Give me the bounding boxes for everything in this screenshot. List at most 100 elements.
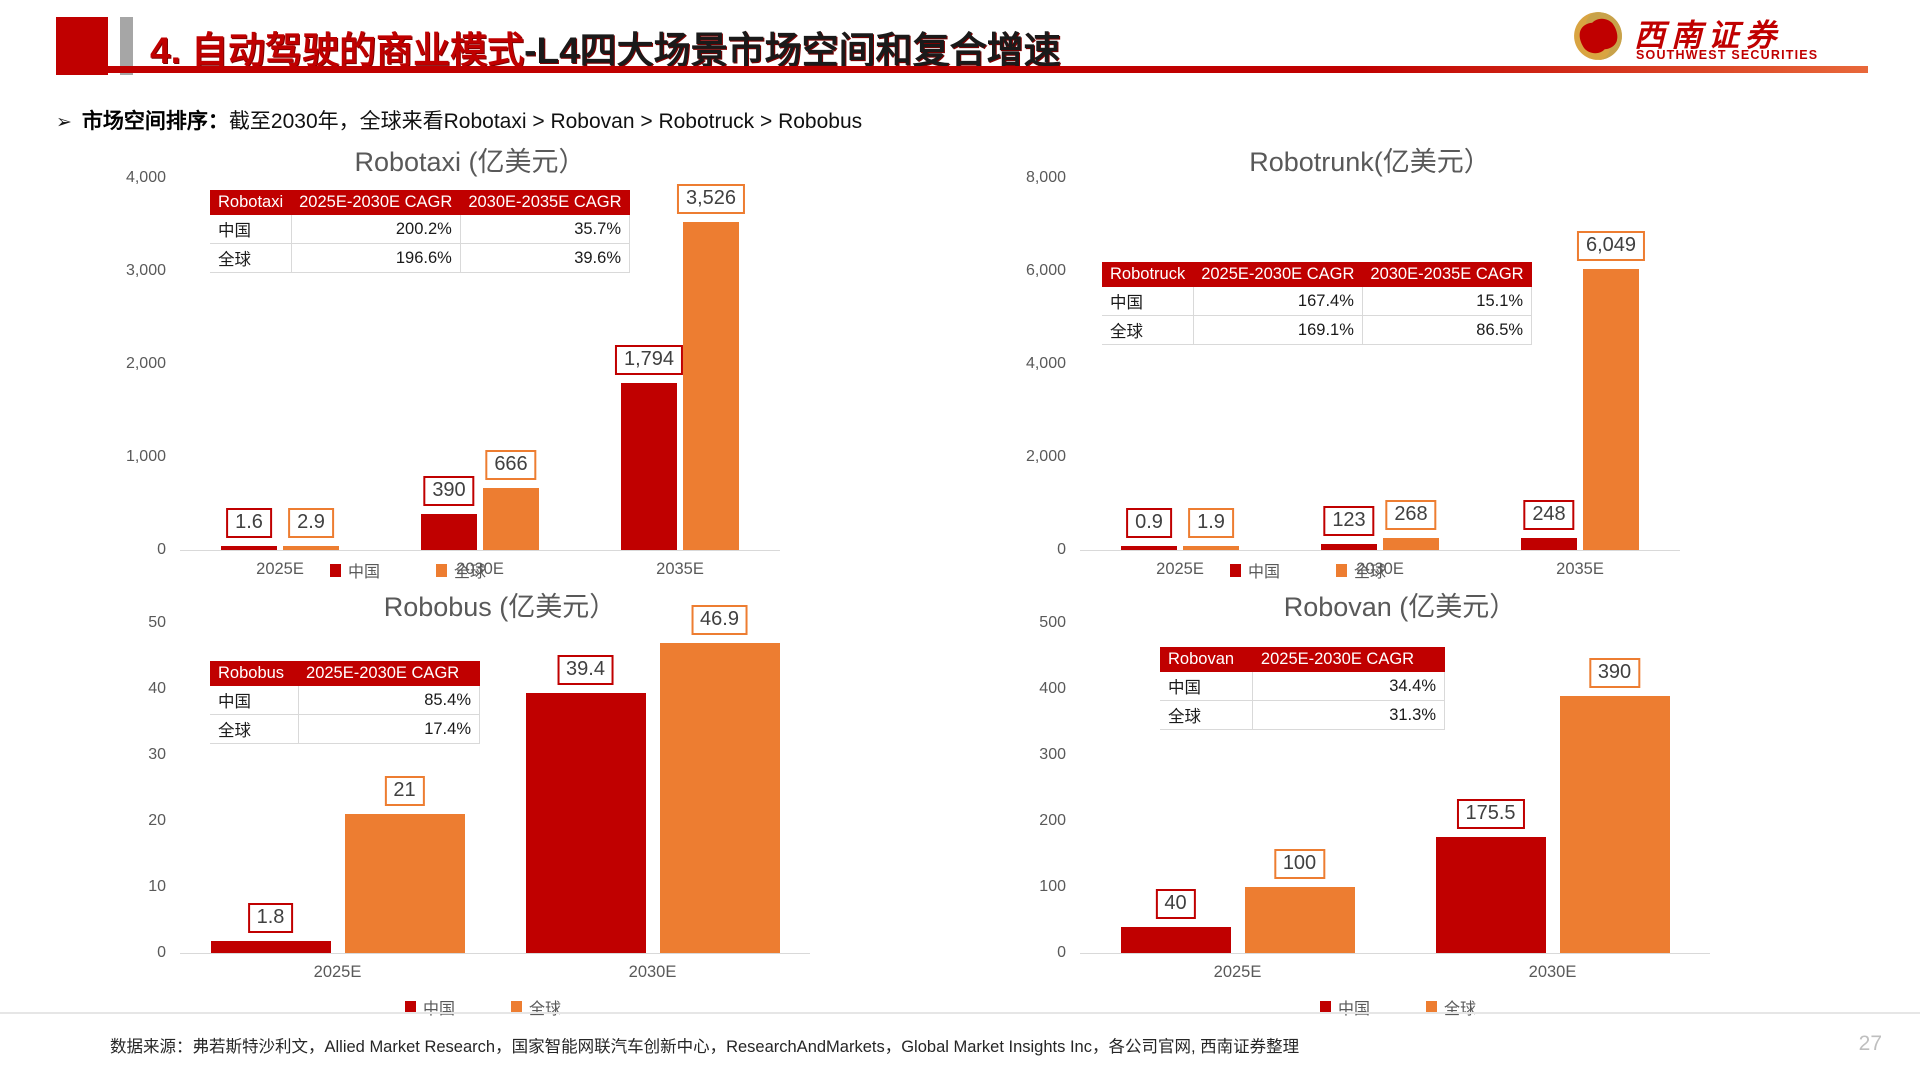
legend-item-china[interactable]: 中国 bbox=[1230, 558, 1280, 582]
legend-label: 全球 bbox=[454, 564, 487, 581]
bar-value-label: 3,526 bbox=[676, 184, 746, 215]
bar-global bbox=[659, 643, 780, 953]
footer-divider bbox=[0, 1012, 1920, 1014]
legend-label: 中国 bbox=[1338, 1001, 1371, 1018]
cagr-value-cell: 31.3% bbox=[1252, 700, 1445, 730]
legend-label: 中国 bbox=[348, 564, 381, 581]
page-number: 27 bbox=[1858, 1032, 1882, 1055]
cagr-table-header-cell: 2025E-2030E CAGR bbox=[291, 190, 461, 215]
y-axis-tick-label: 400 bbox=[1039, 680, 1066, 697]
x-axis-line bbox=[180, 550, 780, 551]
cagr-value-cell: 17.4% bbox=[297, 714, 481, 744]
cagr-table-row: 全球 169.1% 86.5% bbox=[1102, 315, 1533, 345]
cagr-row-label: 中国 bbox=[210, 215, 292, 244]
y-axis-tick-label: 0 bbox=[1057, 944, 1066, 961]
y-axis-tick-label: 40 bbox=[148, 680, 166, 697]
cagr-table-header-row: Robovan 2025E-2030E CAGR bbox=[1160, 647, 1445, 672]
bar-global bbox=[683, 222, 739, 550]
bullet-label: 市场空间排序： bbox=[81, 110, 229, 133]
page-title-main: 4. 自动驾驶的商业模式 bbox=[150, 30, 525, 71]
x-axis-line bbox=[1080, 953, 1710, 954]
chart-robotaxi-legend: 中国 全球 bbox=[330, 558, 486, 582]
southwest-securities-mark-icon bbox=[1574, 12, 1622, 60]
x-axis-line bbox=[1080, 550, 1680, 551]
cagr-row-label: 全球 bbox=[1102, 315, 1194, 345]
legend-item-china[interactable]: 中国 bbox=[330, 558, 380, 582]
x-axis-line bbox=[180, 953, 810, 954]
chart-robotrunk-legend: 中国 全球 bbox=[1230, 558, 1386, 582]
chart-robovan-plot: 0 100 200 300 400 500 40 100 2025E 175.5 390 2030E bbox=[1039, 614, 1710, 981]
cagr-table-header-cell: 2025E-2030E CAGR bbox=[1252, 647, 1445, 672]
bar-china bbox=[1321, 544, 1377, 550]
legend-item-global[interactable]: 全球 bbox=[436, 558, 486, 582]
y-axis-tick-label: 8,000 bbox=[1025, 169, 1066, 186]
legend-item-global[interactable]: 全球 bbox=[511, 995, 561, 1019]
x-axis-category-label: 2030E bbox=[1528, 963, 1577, 981]
cagr-value-cell: 39.6% bbox=[459, 243, 631, 273]
cagr-value-cell: 200.2% bbox=[290, 215, 461, 244]
chart-robobus: Robobus (亿美元） 0 10 20 30 40 50 1.8 21 2025E 39.4 4… bbox=[100, 585, 900, 1018]
chart-robotrunk-plot: 0 2,000 4,000 6,000 8,000 0.9 1.9 2025E 123 268 20… bbox=[1026, 169, 1680, 578]
chart-robotaxi-cagr-table: Robotaxi 2025E-2030E CAGR 2030E-2035E CAGR… bbox=[210, 190, 631, 273]
cagr-table-row: 中国 200.2% 35.7% bbox=[210, 215, 631, 244]
bar-global bbox=[283, 546, 339, 550]
y-axis-tick-label: 10 bbox=[148, 878, 166, 895]
bar-china bbox=[621, 383, 677, 550]
chart-robovan-legend: 中国 全球 bbox=[1320, 995, 1476, 1019]
y-axis-tick-label: 2,000 bbox=[1025, 448, 1066, 465]
bar-china bbox=[210, 941, 331, 953]
cagr-table-row: 全球 17.4% bbox=[210, 714, 481, 744]
cagr-table-header-cell: Robotruck bbox=[1102, 262, 1194, 287]
bar-china bbox=[525, 692, 646, 953]
chart-robotrunk: Robotrunk(亿美元） 0 2,000 4,000 6,000 8,000 0.9 1… bbox=[1000, 140, 1740, 581]
legend-swatch-icon bbox=[405, 1000, 416, 1014]
y-axis-tick-label: 1,000 bbox=[125, 448, 166, 465]
legend-item-global[interactable]: 全球 bbox=[1426, 995, 1476, 1019]
page-title-sub: -L4四大场景市场空间和复合增速 bbox=[524, 30, 1061, 71]
bar-china bbox=[1521, 538, 1577, 550]
y-axis-tick-label: 20 bbox=[148, 812, 166, 829]
legend-swatch-icon bbox=[1230, 563, 1241, 577]
bar-china bbox=[221, 546, 277, 550]
x-axis-category-label: 2025E bbox=[1213, 963, 1262, 981]
chart-robobus-legend: 中国 全球 bbox=[405, 995, 561, 1019]
cagr-table-header-cell: 2030E-2035E CAGR bbox=[1362, 262, 1532, 287]
bar-value-label: 1,794 bbox=[614, 345, 684, 376]
bar-global bbox=[344, 814, 465, 953]
chart-robovan: Robovan (亿美元） 0 100 200 300 400 500 40 100 2025E… bbox=[1000, 585, 1800, 1018]
cagr-row-label: 中国 bbox=[1102, 287, 1194, 316]
subtitle-bullet: ➢ 市场空间排序： 截至2030年，全球来看Robotaxi > Robovan… bbox=[56, 105, 862, 135]
y-axis-tick-label: 500 bbox=[1039, 614, 1066, 631]
cagr-value-cell: 167.4% bbox=[1192, 287, 1363, 316]
cagr-value-cell: 196.6% bbox=[290, 243, 461, 273]
legend-item-global[interactable]: 全球 bbox=[1336, 558, 1386, 582]
y-axis-tick-label: 3,000 bbox=[125, 262, 166, 279]
cagr-table-row: 中国 167.4% 15.1% bbox=[1102, 287, 1533, 316]
cagr-value-cell: 85.4% bbox=[297, 686, 481, 715]
chart-robotaxi: Robotaxi (亿美元） 0 1,000 2,000 3,000 4,000 1.6 2… bbox=[100, 140, 840, 581]
cagr-row-label: 全球 bbox=[210, 243, 292, 273]
cagr-table-header-row: Robobus 2025E-2030E CAGR bbox=[210, 661, 480, 686]
y-axis-tick-label: 4,000 bbox=[125, 169, 166, 186]
cagr-table-row: 全球 31.3% bbox=[1160, 700, 1445, 730]
legend-swatch-icon bbox=[1426, 1000, 1438, 1014]
bar-value-label: 268 bbox=[1385, 499, 1437, 530]
legend-swatch-icon bbox=[511, 1000, 523, 1014]
chart-robotrunk-title: Robotrunk(亿美元） bbox=[1249, 147, 1491, 177]
bar-china bbox=[1435, 837, 1546, 953]
cagr-value-cell: 169.1% bbox=[1192, 315, 1363, 345]
bar-china bbox=[1121, 546, 1177, 550]
chart-robotaxi-plot: 0 1,000 2,000 3,000 4,000 1.6 2.9 2025E 390 666 20… bbox=[126, 169, 780, 578]
bullet-text: 截至2030年，全球来看Robotaxi > Robovan > Robotru… bbox=[228, 110, 863, 133]
bar-value-label: 390 bbox=[423, 475, 475, 506]
legend-item-china[interactable]: 中国 bbox=[405, 995, 455, 1019]
cagr-value-cell: 34.4% bbox=[1252, 672, 1445, 701]
legend-label: 中国 bbox=[423, 1001, 456, 1018]
cagr-table-header-cell: Robotaxi bbox=[210, 190, 292, 215]
chart-robovan-title: Robovan (亿美元） bbox=[1283, 592, 1517, 622]
cagr-table-header-cell: Robobus bbox=[210, 661, 299, 686]
x-axis-category-label: 2025E bbox=[256, 560, 304, 578]
legend-swatch-icon bbox=[436, 563, 448, 577]
legend-label: 全球 bbox=[529, 1001, 562, 1018]
legend-item-china[interactable]: 中国 bbox=[1320, 995, 1370, 1019]
